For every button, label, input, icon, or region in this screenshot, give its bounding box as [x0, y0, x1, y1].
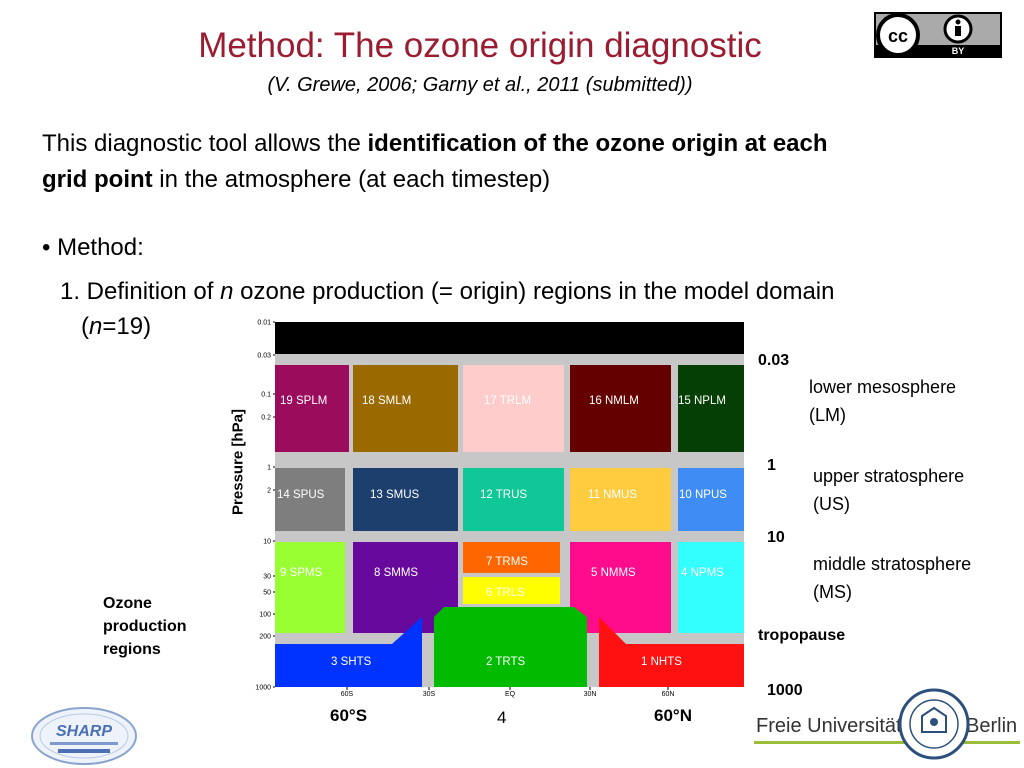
- middle-stratosphere-abbr: (MS): [813, 582, 852, 602]
- region-15-nplm: [678, 365, 744, 452]
- pressure-tick-label: 0.1: [261, 392, 271, 399]
- region-14-spus: [275, 468, 345, 531]
- latitude-60s-label: 60°S: [330, 706, 368, 725]
- region-7-trms-label: 7 TRMS: [486, 556, 528, 568]
- pressure-tick-label: 30: [263, 574, 271, 581]
- region-7-trms: [463, 542, 560, 573]
- slide-subtitle: (V. Grewe, 2006; Garny et al., 2011 (sub…: [267, 74, 693, 96]
- middle-stratosphere-label: middle stratosphere: [813, 554, 972, 574]
- region-12-trus-label: 12 TRUS: [480, 489, 527, 501]
- level-0-03: 0.03: [758, 352, 790, 369]
- pressure-tick-label: 100: [259, 612, 271, 619]
- cc-by-license-badge: cc BY: [874, 12, 1002, 58]
- intro-emphasis-1: identification of the ozone origin at ea…: [367, 130, 828, 157]
- svg-text:SHARP: SHARP: [56, 723, 112, 740]
- region-4-npms-label: 4 NPMS: [681, 567, 724, 579]
- upper-stratosphere-label: upper stratosphere: [813, 466, 965, 486]
- lower-mesosphere-label: lower mesosphere: [809, 377, 957, 397]
- region-13-smus-label: 13 SMUS: [370, 489, 420, 501]
- region-2-trts-label: 2 TRTS: [486, 656, 526, 668]
- svg-text:Freie Universität: Freie Universität: [756, 715, 902, 737]
- ozone-region-diagram: 0.01 0.03 0.1 0.2 1 2 10 30 50 100 200 1000 60S 30S E…: [255, 320, 744, 698]
- sharp-logo: SHARP: [31, 707, 137, 765]
- latitude-tick-label: 30S: [423, 691, 436, 698]
- latitude-tick-label: 30N: [584, 691, 597, 698]
- level-1: 1: [767, 457, 776, 474]
- lower-mesosphere-abbr: (LM): [809, 405, 846, 425]
- level-10: 10: [767, 529, 785, 546]
- intro-paragraph: This diagnostic tool allows the identifi…: [42, 130, 828, 193]
- pressure-ticks: 0.01 0.03 0.1 0.2 1 2 10 30 50 100 200 1000: [255, 320, 271, 692]
- pressure-tick-label: 200: [259, 634, 271, 641]
- method-step-1: 1. Definition of n ozone production (= o…: [60, 278, 835, 305]
- cc-icon: [876, 13, 920, 57]
- page-number: 4: [497, 708, 507, 727]
- pressure-tick-label: 2: [267, 488, 271, 495]
- pressure-tick-label: 0.03: [257, 353, 271, 360]
- pressure-tick-label: 10: [263, 539, 271, 546]
- svg-text:cc: cc: [888, 26, 908, 46]
- slide-title: Method: The ozone origin diagnostic: [198, 26, 762, 65]
- region-9-spms: [275, 542, 345, 633]
- region-10-npus-label: 10 NPUS: [679, 489, 727, 501]
- pressure-tick-label: 1000: [255, 685, 271, 692]
- latitude-tick-label: 60S: [341, 691, 354, 698]
- pressure-tick-label: 1: [267, 465, 271, 472]
- tropopause-label: tropopause: [758, 627, 846, 644]
- university-seal-icon: [898, 688, 970, 760]
- level-1000: 1000: [767, 682, 803, 699]
- region-3-shts-label: 3 SHTS: [331, 656, 372, 668]
- region-3-shts: [275, 617, 422, 687]
- region-8-smms-label: 8 SMMS: [374, 567, 418, 579]
- region-16-nmlm: [570, 365, 671, 452]
- intro-emphasis-2: grid point: [42, 166, 153, 193]
- region-19-splm-label: 19 SPLM: [280, 395, 327, 407]
- latitude-tick-label: EQ: [505, 691, 516, 698]
- upper-stratosphere-abbr: (US): [813, 494, 850, 514]
- method-step-1-continued: (n=19): [81, 313, 152, 340]
- region-15-nplm-label: 15 NPLM: [678, 395, 726, 407]
- region-14-spus-label: 14 SPUS: [277, 489, 325, 501]
- region-16-nmlm-label: 16 NMLM: [589, 395, 639, 407]
- region-9-spms-label: 9 SPMS: [280, 567, 323, 579]
- region-1-nhts: [599, 617, 744, 687]
- region-4-npms: [678, 542, 744, 633]
- region-2-trts: [434, 607, 587, 687]
- region-11-nmus: [570, 468, 671, 531]
- latitude-60n-label: 60°N: [654, 706, 692, 725]
- svg-text:BY: BY: [952, 46, 965, 56]
- region-17-trlm: [463, 365, 564, 452]
- latitude-ticks: 60S 30S EQ 30N 60N: [341, 687, 675, 698]
- region-19-splm: [275, 365, 349, 452]
- region-6-trls-label: 6 TRLS: [486, 587, 525, 599]
- ozone-production-regions-label: Ozone production regions: [103, 595, 187, 658]
- region-6-trls: [463, 577, 560, 604]
- pressure-tick-label: 0.01: [257, 320, 271, 327]
- freie-universitaet-berlin-logo: Freie Universität Berlin: [754, 688, 1020, 760]
- svg-text:Berlin: Berlin: [966, 715, 1017, 737]
- method-bullet: • Method:: [42, 234, 144, 261]
- latitude-tick-label: 60N: [662, 691, 675, 698]
- region-12-trus: [463, 468, 564, 531]
- region-10-npus: [678, 468, 744, 531]
- pressure-tick-label: 50: [263, 590, 271, 597]
- region-1-nhts-label: 1 NHTS: [641, 656, 682, 668]
- region-18-smlm: [353, 365, 458, 452]
- region-17-trlm-label: 17 TRLM: [484, 395, 531, 407]
- pressure-tick-label: 0.2: [261, 415, 271, 422]
- region-18-smlm-label: 18 SMLM: [362, 395, 411, 407]
- region-11-nmus-label: 11 NMUS: [588, 489, 637, 501]
- region-5-nmms-label: 5 NMMS: [591, 567, 636, 579]
- region-13-smus: [353, 468, 458, 531]
